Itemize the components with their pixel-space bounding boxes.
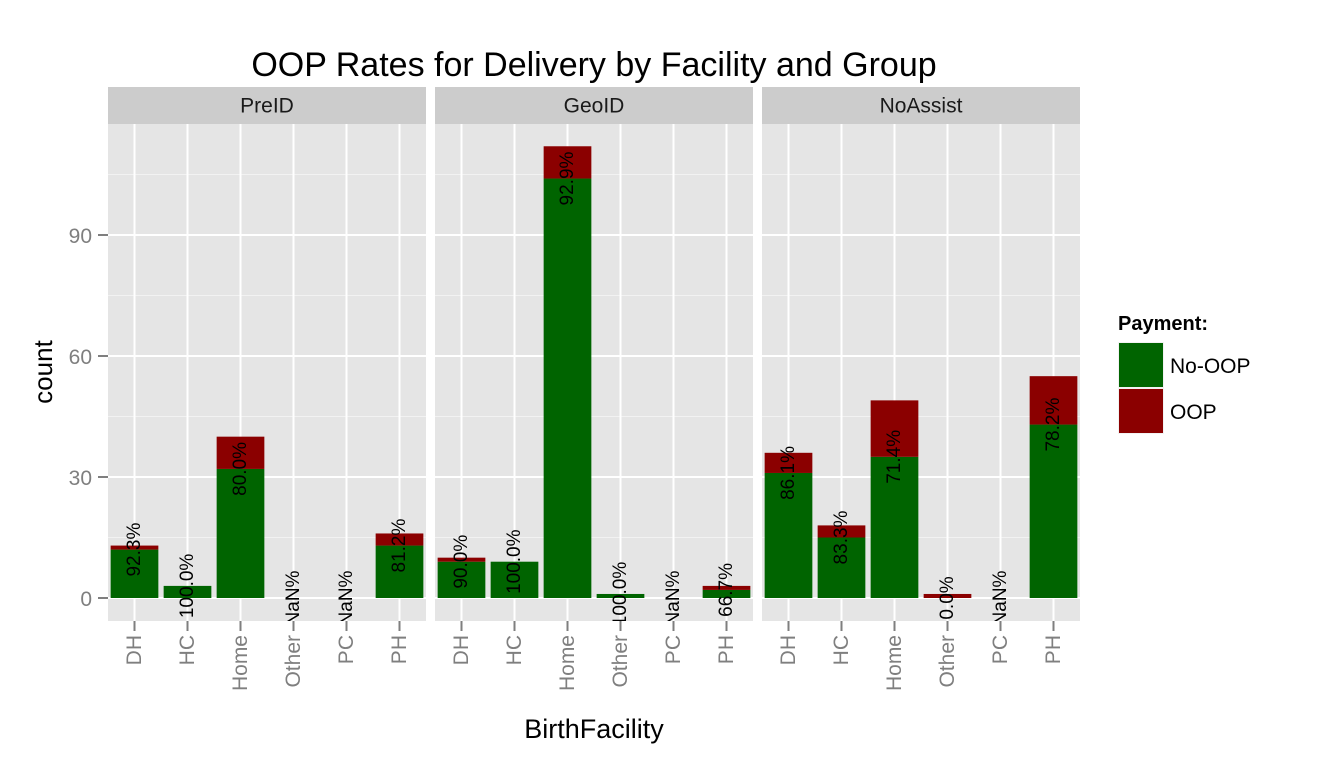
bar-PreID-DH-OOP <box>110 545 159 550</box>
bar-PreID-PH-OOP <box>375 533 424 546</box>
bar-NoAssist-Home-OOP <box>870 400 919 457</box>
y-tick-label: 0 <box>80 588 92 611</box>
legend-key-OOP <box>1119 389 1163 433</box>
data-label-PreID-PH: 81.2% <box>389 519 410 573</box>
facet-strip <box>108 87 426 124</box>
x-tick-label: DH <box>450 635 473 665</box>
data-label-PreID-PC: NaN% <box>336 570 357 625</box>
facet-strip-label: NoAssist <box>880 95 963 118</box>
bar-GeoID-PH-No-OOP <box>702 589 751 598</box>
x-tick-label: PC <box>989 635 1012 664</box>
bar-NoAssist-PH-No-OOP <box>1029 424 1078 598</box>
data-label-NoAssist-HC: 83.3% <box>831 510 852 564</box>
x-tick-label: DH <box>123 635 146 665</box>
bar-GeoID-Other-No-OOP <box>596 593 645 598</box>
data-label-PreID-Other: NaN% <box>283 570 304 625</box>
data-label-GeoID-HC: 100.0% <box>504 529 525 594</box>
chart-title: OOP Rates for Delivery by Facility and G… <box>251 46 936 84</box>
bar-NoAssist-DH-No-OOP <box>764 472 813 598</box>
y-tick-label: 30 <box>69 467 92 490</box>
data-label-NoAssist-Other: 0.0% <box>937 576 958 619</box>
facet-strip <box>762 87 1080 124</box>
x-tick-label: Other <box>609 635 632 688</box>
x-tick-label: PC <box>335 635 358 664</box>
x-tick-label: Home <box>229 635 252 691</box>
data-label-NoAssist-Home: 71.4% <box>884 430 905 484</box>
facet-strip <box>435 87 753 124</box>
bar-GeoID-DH-No-OOP <box>437 561 486 598</box>
x-tick-label: PH <box>1042 635 1065 664</box>
facet-strip-label: PreID <box>240 95 294 118</box>
x-tick-label: Home <box>556 635 579 691</box>
x-tick-label: HC <box>176 635 199 665</box>
bar-GeoID-Home-OOP <box>543 146 592 179</box>
data-label-GeoID-DH: 90.0% <box>451 535 472 589</box>
y-tick-label: 60 <box>69 346 92 369</box>
panel-background <box>435 124 753 621</box>
bar-NoAssist-PH-OOP <box>1029 376 1078 425</box>
bar-NoAssist-HC-OOP <box>817 525 866 538</box>
x-tick-label: PH <box>715 635 738 664</box>
x-tick-label: Home <box>883 635 906 691</box>
data-label-NoAssist-PH: 78.2% <box>1043 398 1064 452</box>
legend-key-No-OOP <box>1119 343 1163 387</box>
x-tick-label: HC <box>503 635 526 665</box>
bar-PreID-Home-OOP <box>216 436 265 469</box>
x-tick-label: Other <box>936 635 959 688</box>
bar-PreID-HC-No-OOP <box>163 585 212 598</box>
facet-strip-label: GeoID <box>564 95 625 118</box>
data-label-PreID-Home: 80.0% <box>230 442 251 496</box>
x-tick-label: Other <box>282 635 305 688</box>
bar-GeoID-DH-OOP <box>437 557 486 562</box>
data-label-NoAssist-PC: NaN% <box>990 570 1011 625</box>
panel-background <box>108 124 426 621</box>
legend-label: No-OOP <box>1170 355 1251 378</box>
data-label-PreID-DH: 92.3% <box>124 523 145 577</box>
panel-background <box>762 124 1080 621</box>
data-label-PreID-HC: 100.0% <box>177 554 198 619</box>
bar-NoAssist-DH-OOP <box>764 452 813 473</box>
y-axis-title: count <box>28 339 58 403</box>
x-tick-label: DH <box>777 635 800 665</box>
legend-title: Payment: <box>1118 313 1208 335</box>
data-label-GeoID-PH: 66.7% <box>716 563 737 617</box>
bar-GeoID-HC-No-OOP <box>490 561 539 598</box>
x-tick-label: HC <box>830 635 853 665</box>
data-label-GeoID-PC: NaN% <box>663 570 684 625</box>
data-label-GeoID-Other: 100.0% <box>610 562 631 627</box>
y-tick-label: 90 <box>69 225 92 248</box>
bar-GeoID-PH-OOP <box>702 585 751 590</box>
bar-GeoID-Home-No-OOP <box>543 178 592 598</box>
bar-NoAssist-Home-No-OOP <box>870 456 919 598</box>
bar-NoAssist-Other-OOP <box>923 593 972 598</box>
data-label-GeoID-Home: 92.9% <box>557 151 578 205</box>
bar-PreID-PH-No-OOP <box>375 545 424 598</box>
x-tick-label: PC <box>662 635 685 664</box>
x-tick-label: PH <box>388 635 411 664</box>
bar-PreID-DH-No-OOP <box>110 549 159 598</box>
bar-PreID-Home-No-OOP <box>216 468 265 598</box>
bar-NoAssist-HC-No-OOP <box>817 537 866 598</box>
x-axis-title: BirthFacility <box>524 714 664 744</box>
data-label-NoAssist-DH: 86.1% <box>778 446 799 500</box>
legend-label: OOP <box>1170 401 1217 424</box>
